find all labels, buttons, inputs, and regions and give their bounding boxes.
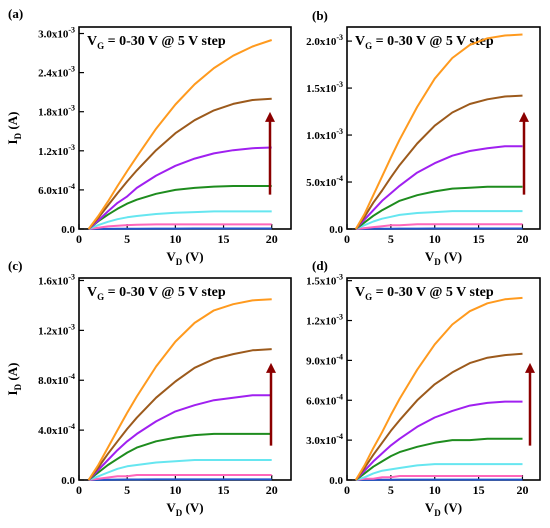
annotation: VG = 0-30 V @ 5 V step <box>355 285 494 302</box>
panel-a: (a) 0 5 10 15 20 0.0 6.0x10-4 1.2x10-3 1.8x10-3 2.… <box>5 6 292 267</box>
series-line <box>87 146 272 230</box>
x-axis-label: VD (V) <box>166 500 203 518</box>
series-line <box>87 348 272 481</box>
y-tick-label: 0.0 <box>329 475 343 487</box>
series-line <box>355 223 523 230</box>
x-tick-label: 20 <box>266 483 278 497</box>
y-tick-label: 0.0 <box>329 224 343 236</box>
y-tick-label: 3.0x10-3 <box>38 26 75 41</box>
x-tick-label: 20 <box>266 232 278 246</box>
y-tick-label: 0.0 <box>61 224 75 236</box>
series-line <box>87 39 273 230</box>
series-line <box>88 474 272 481</box>
series-line <box>88 459 272 481</box>
y-tick-label: 1.8x10-3 <box>38 104 75 119</box>
panel-b: (b) 0 5 10 15 20 0.0 5.0x10-4 1.0x10-3 1.5x10-3 2.… <box>306 8 541 267</box>
y-tick-label: 9.0x10-4 <box>306 352 343 367</box>
panel-d: (d) 0 5 10 15 20 0.0 3.0x10-4 6.0x10-4 9.0x10-4 1.… <box>306 258 541 518</box>
x-tick-label: 10 <box>169 232 181 246</box>
panel-label: (d) <box>312 258 328 273</box>
x-tick-label: 10 <box>429 483 441 497</box>
x-tick-label: 5 <box>124 232 130 246</box>
x-axis-label: VD (V) <box>425 249 462 267</box>
series-line <box>355 475 523 481</box>
series-line <box>88 478 272 481</box>
annotation: VG = 0-30 V @ 5 V step <box>87 34 226 51</box>
x-tick-label: 10 <box>429 232 441 246</box>
x-tick-label: 15 <box>473 483 485 497</box>
y-tick-label: 1.2x10-3 <box>38 322 75 337</box>
x-tick-label: 0 <box>344 232 350 246</box>
y-tick-label: 2.4x10-3 <box>38 65 75 80</box>
panel-label: (c) <box>8 258 22 273</box>
x-axis-label: VD (V) <box>166 249 203 267</box>
series-line <box>355 145 523 230</box>
y-axis-label: ID (A) <box>5 363 23 396</box>
series-line <box>87 432 272 481</box>
series-line <box>354 352 523 481</box>
annotation: VG = 0-30 V @ 5 V step <box>87 285 226 302</box>
y-tick-label: 6.0x10-4 <box>38 182 75 197</box>
panel-label: (a) <box>8 6 23 21</box>
trend-arrow-head <box>525 362 535 373</box>
y-tick-label: 4.0x10-4 <box>38 422 75 437</box>
y-tick-label: 1.2x10-3 <box>38 143 75 158</box>
y-tick-label: 1.0x10-3 <box>306 127 343 142</box>
series-line <box>354 94 523 230</box>
series-line <box>87 185 272 230</box>
series-line <box>355 227 523 230</box>
x-tick-label: 20 <box>516 483 528 497</box>
series-line <box>355 185 523 230</box>
trend-arrow-head <box>265 111 275 122</box>
trend-arrow-head <box>266 362 276 373</box>
series-line <box>355 210 523 230</box>
x-tick-label: 5 <box>388 483 394 497</box>
x-tick-label: 15 <box>218 483 230 497</box>
panel-label: (b) <box>312 8 328 23</box>
annotation: VG = 0-30 V @ 5 V step <box>355 34 494 51</box>
series-line <box>354 296 523 481</box>
y-tick-label: 1.2x10-3 <box>306 313 343 328</box>
panel-c: (c) 0 5 10 15 20 0.0 4.0x10-4 8.0x10-4 1.2x10-3 1.… <box>5 258 292 518</box>
series-line <box>87 394 272 481</box>
series-line <box>88 223 272 230</box>
x-tick-label: 15 <box>473 232 485 246</box>
y-tick-label: 1.5x10-3 <box>306 80 343 95</box>
y-tick-label: 8.0x10-4 <box>38 372 75 387</box>
series-line <box>88 210 272 230</box>
series-line <box>87 298 272 481</box>
x-tick-label: 15 <box>218 232 230 246</box>
series-line <box>355 463 523 481</box>
x-tick-label: 5 <box>124 483 130 497</box>
y-tick-label: 0.0 <box>61 475 75 487</box>
y-tick-label: 1.5x10-3 <box>306 273 343 288</box>
x-tick-label: 0 <box>76 232 82 246</box>
series-line <box>355 400 523 481</box>
trend-arrow-head <box>519 111 529 122</box>
x-tick-label: 0 <box>76 483 82 497</box>
x-tick-label: 5 <box>388 232 394 246</box>
y-axis-label: ID (A) <box>5 112 23 145</box>
y-tick-label: 1.6x10-3 <box>38 272 75 287</box>
y-tick-label: 6.0x10-4 <box>306 392 343 407</box>
series-line <box>354 33 523 230</box>
series-line <box>355 437 523 481</box>
series-line <box>87 97 272 230</box>
y-tick-label: 2.0x10-3 <box>306 33 343 48</box>
y-tick-label: 5.0x10-4 <box>306 174 343 189</box>
series-line <box>88 227 272 230</box>
x-tick-label: 10 <box>169 483 181 497</box>
x-axis-label: VD (V) <box>425 500 462 518</box>
y-tick-label: 3.0x10-4 <box>306 432 343 447</box>
x-tick-label: 0 <box>344 483 350 497</box>
x-tick-label: 20 <box>516 232 528 246</box>
